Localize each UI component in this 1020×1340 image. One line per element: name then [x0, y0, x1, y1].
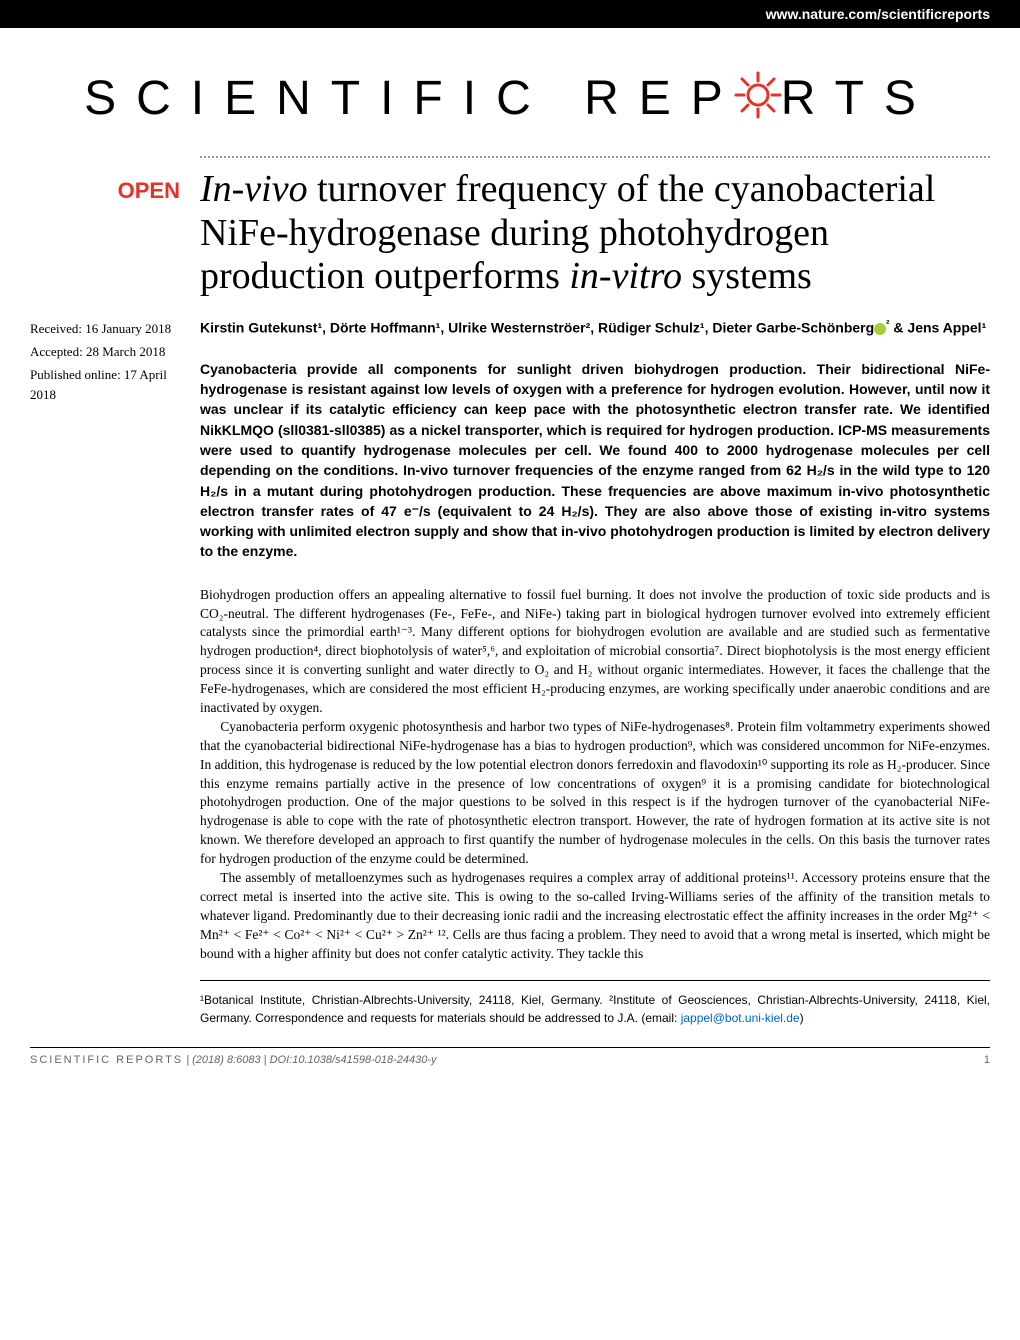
journal-logo: SCIENTIFIC REP RTS — [0, 28, 1020, 156]
article-dates: Received: 16 January 2018 Accepted: 28 M… — [30, 319, 180, 406]
affiliation-end: ) — [800, 1011, 804, 1025]
authors-line2: & Jens Appel¹ — [890, 320, 987, 336]
correspondence-email[interactable]: jappel@bot.uni-kiel.de — [681, 1011, 800, 1025]
header-url[interactable]: www.nature.com/scientificreports — [766, 6, 990, 22]
footer-page: 1 — [984, 1054, 990, 1066]
article-title: In-vivo turnover frequency of the cyanob… — [200, 168, 990, 299]
title-part4: systems — [682, 255, 812, 297]
title-part2: turnover frequency of the cyanobacterial… — [200, 168, 935, 297]
logo-part3: RTS — [781, 72, 936, 125]
abstract-text: Cyanobacteria provide all components for… — [200, 361, 990, 560]
authors-line1: Kirstin Gutekunst¹, Dörte Hoffmann¹, Ulr… — [200, 320, 874, 336]
dotted-divider — [200, 156, 990, 158]
body-p3: The assembly of metalloenzymes such as h… — [200, 869, 990, 963]
footer-left: SCIENTIFIC REPORTS | (2018) 8:6083 | DOI… — [30, 1054, 437, 1066]
published-date: Published online: 17 April 2018 — [30, 365, 180, 407]
main-container: OPEN Received: 16 January 2018 Accepted:… — [0, 168, 1020, 1027]
logo-part1: SCIENTIFIC — [84, 72, 551, 125]
title-italic-2: in-vitro — [569, 255, 682, 297]
right-column: In-vivo turnover frequency of the cyanob… — [200, 168, 990, 1027]
body-text: Biohydrogen production offers an appeali… — [200, 586, 990, 964]
footer: SCIENTIFIC REPORTS | (2018) 8:6083 | DOI… — [30, 1047, 990, 1086]
footer-citation: | (2018) 8:6083 | DOI:10.1038/s41598-018… — [183, 1054, 436, 1066]
authors: Kirstin Gutekunst¹, Dörte Hoffmann¹, Ulr… — [200, 317, 990, 339]
gear-icon — [731, 68, 785, 122]
body-p2: Cyanobacteria perform oxygenic photosynt… — [200, 718, 990, 869]
footer-journal: SCIENTIFIC REPORTS — [30, 1054, 183, 1066]
affiliations: ¹Botanical Institute, Christian-Albrecht… — [200, 991, 990, 1027]
left-column: OPEN Received: 16 January 2018 Accepted:… — [30, 168, 200, 1027]
logo-part2: REP — [584, 72, 743, 125]
body-p1: Biohydrogen production offers an appeali… — [200, 586, 990, 718]
header-bar: www.nature.com/scientificreports — [0, 0, 1020, 28]
affiliation-divider — [200, 980, 990, 981]
title-italic-1: In-vivo — [200, 168, 308, 210]
abstract: Cyanobacteria provide all components for… — [200, 359, 990, 562]
open-badge: OPEN — [30, 178, 180, 204]
accepted-date: Accepted: 28 March 2018 — [30, 342, 180, 363]
received-date: Received: 16 January 2018 — [30, 319, 180, 340]
affiliation-text: ¹Botanical Institute, Christian-Albrecht… — [200, 993, 990, 1025]
orcid-icon[interactable] — [874, 323, 886, 335]
